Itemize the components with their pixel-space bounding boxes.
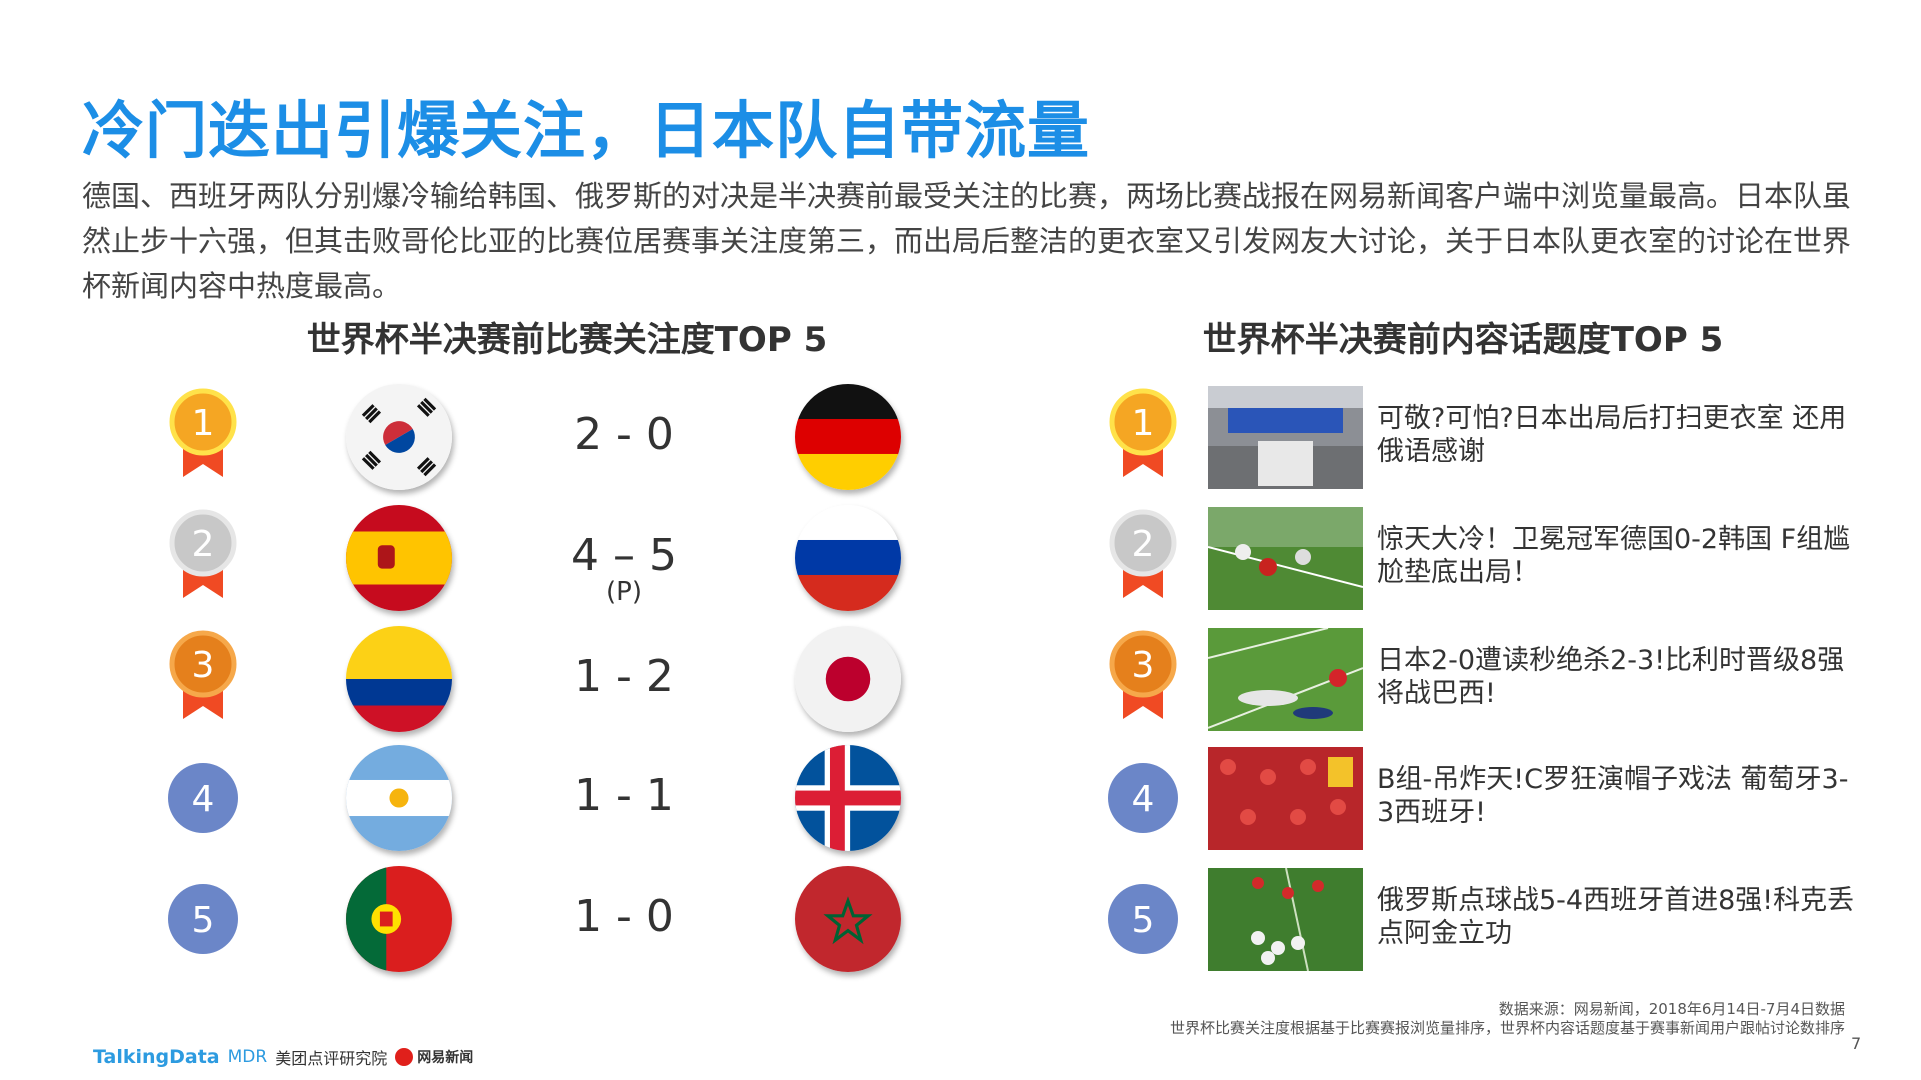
- rank-2-medal-icon: 2: [168, 503, 238, 613]
- japan-flag-icon: [795, 626, 901, 732]
- news-thumbnail-image[interactable]: [1208, 386, 1363, 489]
- match-score: 1 - 1: [534, 770, 714, 821]
- left-heading: 世界杯半决赛前比赛关注度TOP 5: [306, 320, 828, 360]
- page-number: 7: [1851, 1034, 1862, 1053]
- news-headline-link[interactable]: 可敬?可怕?日本出局后打扫更衣室 还用俄语感谢: [1377, 403, 1847, 467]
- netease-logo: 网易新闻: [417, 1050, 474, 1066]
- svg-text:5: 5: [1132, 900, 1155, 941]
- data-source: 数据来源：网易新闻，2018年6月14日-7月4日数据: [1498, 1000, 1845, 1018]
- rank-4-medal-icon: 4: [1108, 743, 1178, 853]
- penalty-note: (P): [606, 577, 642, 607]
- mdr-logo: MDR: [227, 1047, 268, 1067]
- svg-text:2: 2: [192, 524, 215, 565]
- svg-text:1: 1: [1132, 403, 1155, 444]
- rank-1-medal-icon: 1: [168, 382, 238, 492]
- ranking-note: 世界杯比赛关注度根据基于比赛赛报浏览量排序，世界杯内容话题度基于赛事新闻用户跟帖…: [1169, 1019, 1845, 1037]
- svg-text:1: 1: [192, 403, 215, 444]
- svg-text:3: 3: [1132, 645, 1155, 686]
- match-score: 2 - 0: [534, 409, 714, 460]
- germany-flag-icon: [795, 384, 901, 490]
- news-headline-link[interactable]: 日本2-0遭读秒绝杀2-3!比利时晋级8强将战巴西!: [1377, 645, 1845, 709]
- match-score: 1 - 2: [534, 651, 714, 702]
- argentina-flag-icon: [346, 745, 452, 851]
- svg-text:2: 2: [1132, 524, 1155, 565]
- rank-5-medal-icon: 5: [1108, 864, 1178, 974]
- spain-flag-icon: [346, 505, 452, 611]
- score-text: 4 – 5: [571, 530, 677, 581]
- netease-icon: [395, 1048, 414, 1066]
- rank-2-medal-icon: 2: [1108, 503, 1178, 613]
- talkingdata-logo: TalkingData: [93, 1046, 220, 1068]
- page-title: 冷门迭出引爆关注，日本队自带流量: [82, 94, 1091, 167]
- svg-text:5: 5: [192, 900, 215, 941]
- score-text: 1 - 0: [574, 891, 674, 942]
- rank-1-medal-icon: 1: [1108, 382, 1178, 492]
- portugal-flag-icon: [346, 866, 452, 972]
- news-thumbnail-image[interactable]: [1207, 627, 1364, 731]
- match-score: 1 - 0: [534, 891, 714, 942]
- partner-logos: TalkingData MDR 美团点评研究院 网易新闻: [93, 1045, 473, 1069]
- russia-flag-icon: [795, 505, 901, 611]
- match-score: 4 – 5 (P): [534, 530, 714, 607]
- morocco-flag-icon: [795, 866, 901, 972]
- news-headline-link[interactable]: 惊天大冷！卫冕冠军德国0-2韩国 F组尴尬垫底出局！: [1377, 524, 1851, 588]
- svg-text:3: 3: [192, 645, 215, 686]
- news-thumbnail-image[interactable]: [1208, 747, 1363, 850]
- score-text: 2 - 0: [574, 409, 674, 460]
- rank-4-medal-icon: 4: [168, 743, 238, 853]
- rank-3-medal-icon: 3: [1108, 624, 1178, 734]
- news-thumbnail-image[interactable]: [1207, 507, 1364, 610]
- svg-text:4: 4: [1132, 779, 1155, 820]
- news-headline-link[interactable]: 俄罗斯点球战5-4西班牙首进8强!科克丢点阿金立功: [1377, 885, 1855, 949]
- iceland-flag-icon: [795, 745, 901, 851]
- intro-paragraph: 德国、西班牙两队分别爆冷输给韩国、俄罗斯的对决是半决赛前最受关注的比赛，两场比赛…: [82, 179, 1852, 303]
- right-heading: 世界杯半决赛前内容话题度TOP 5: [1202, 320, 1724, 360]
- meituan-logo: 美团点评研究院: [275, 1049, 388, 1068]
- score-text: 1 - 2: [574, 651, 674, 702]
- score-text: 1 - 1: [574, 770, 674, 821]
- colombia-flag-icon: [346, 626, 452, 732]
- news-thumbnail-image[interactable]: [1208, 867, 1363, 972]
- korea-flag-icon: [346, 384, 452, 490]
- rank-3-medal-icon: 3: [168, 624, 238, 734]
- news-headline-link[interactable]: B组-吊炸天!C罗狂演帽子戏法 葡萄牙3-3西班牙!: [1377, 764, 1849, 828]
- rank-5-medal-icon: 5: [168, 864, 238, 974]
- svg-text:4: 4: [192, 779, 215, 820]
